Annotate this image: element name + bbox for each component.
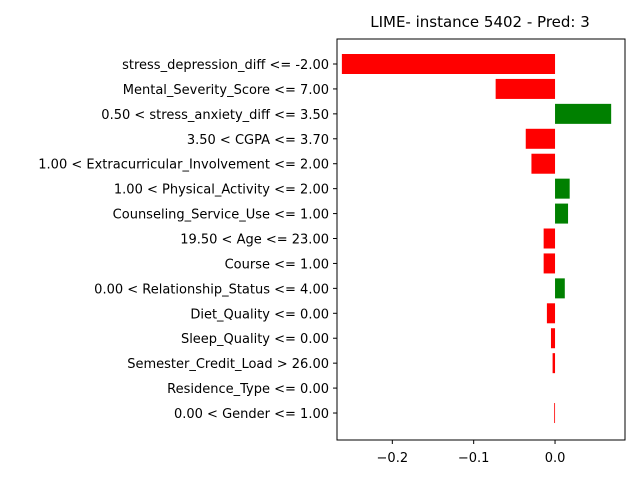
bar-14 [554, 403, 556, 424]
bar-9 [555, 278, 565, 299]
chart-title: LIME- instance 5402 - Pred: 3 [370, 13, 590, 31]
y-tick-label-3: 3.50 < CGPA <= 3.70 [187, 133, 329, 148]
y-tick-label-7: 19.50 < Age <= 23.00 [180, 233, 329, 248]
bar-3 [525, 128, 556, 149]
y-tick-label-1: Mental_Severity_Score <= 7.00 [123, 83, 329, 98]
plot-frame [336, 38, 626, 441]
y-tick-label-5: 1.00 < Physical_Activity <= 2.00 [114, 183, 329, 198]
y-tick-label-9: 0.00 < Relationship_Status <= 4.00 [94, 282, 329, 297]
y-tick-label-6: Counseling_Service_Use <= 1.00 [113, 208, 329, 223]
x-tick-label-1: −0.1 [458, 451, 490, 466]
bar-7 [543, 228, 556, 249]
y-tick-label-12: Semester_Credit_Load > 26.00 [127, 357, 329, 372]
bar-5 [555, 178, 570, 199]
x-tick-label-2: 0.0 [545, 451, 566, 466]
bar-10 [546, 303, 556, 324]
bar-4 [531, 153, 556, 174]
y-tick-label-4: 1.00 < Extracurricular_Involvement <= 2.… [38, 158, 329, 173]
x-tick-label-0: −0.2 [377, 451, 409, 466]
y-tick-label-8: Course <= 1.00 [225, 257, 329, 272]
y-tick-label-0: stress_depression_diff <= -2.00 [122, 58, 329, 73]
bar-1 [495, 78, 556, 99]
bar-8 [543, 253, 556, 274]
y-tick-label-13: Residence_Type <= 0.00 [167, 382, 329, 397]
y-tick-label-2: 0.50 < stress_anxiety_diff <= 3.50 [101, 108, 329, 123]
bar-11 [550, 328, 556, 349]
x-axis: −0.2 −0.1 0.0 [377, 440, 566, 466]
bar-6 [555, 203, 569, 224]
y-tick-labels: stress_depression_diff <= -2.00 Mental_Se… [38, 58, 337, 422]
y-tick-label-11: Sleep_Quality <= 0.00 [181, 332, 329, 347]
bars-group [341, 54, 612, 424]
bar-2 [555, 103, 612, 124]
y-tick-label-10: Diet_Quality <= 0.00 [190, 307, 329, 322]
bar-0 [341, 54, 556, 74]
y-tick-label-14: 0.00 < Gender <= 1.00 [174, 407, 329, 422]
bar-12 [552, 353, 556, 374]
